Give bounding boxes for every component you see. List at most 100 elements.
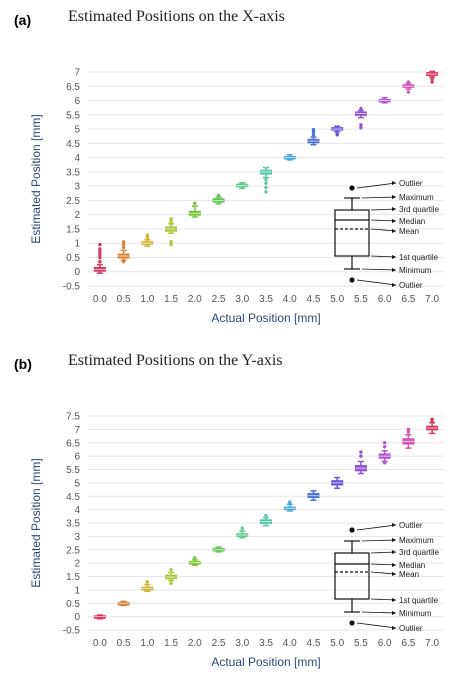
- outlier-point: [264, 190, 268, 194]
- box-plot-y-axis: -0.5 0 0.5 1 1.5 2 2.5 3 3.5 4 4.5 5 5.5 6 6.5 7 7.5 0.0 0…: [29, 412, 444, 669]
- outlier-point: [240, 526, 244, 531]
- legend-arrow: [361, 539, 397, 542]
- legend-arrow-head: [392, 283, 396, 287]
- outlier-point: [169, 217, 173, 221]
- outlier-point: [406, 90, 411, 94]
- legend-arrow: [361, 611, 397, 614]
- legend-label: Maximum: [399, 193, 434, 202]
- x-tick-label: 3.5: [259, 294, 273, 305]
- y-axis-label: Estimated Position [mm]: [29, 114, 43, 243]
- y-tick-label: 6.5: [66, 438, 80, 449]
- y-tick-label: 2: [74, 559, 80, 570]
- box-1.0: [141, 580, 154, 592]
- legend-arrow-head: [392, 219, 396, 223]
- outlier-point: [430, 77, 434, 81]
- y-tick-label: 7.5: [66, 412, 80, 423]
- legend-arrow-head: [392, 523, 396, 527]
- box-7.0: [426, 417, 439, 435]
- legend-outlier-dot: [349, 527, 355, 533]
- y-tick-label: 6.5: [66, 82, 80, 93]
- x-tick-label: 6.0: [378, 294, 392, 305]
- box-3.0: [236, 526, 249, 539]
- legend-box: [334, 209, 370, 257]
- outlier-point: [98, 250, 102, 254]
- x-tick-label: 0.5: [117, 638, 131, 649]
- box-1.5: [165, 568, 178, 585]
- outlier-point: [359, 123, 363, 127]
- box-4.0: [283, 500, 296, 512]
- panel-label: (a): [14, 12, 32, 28]
- panel-b: (b) Estimated Positions on the Y-axis -0…: [0, 344, 474, 688]
- x-tick-label: 2.0: [188, 294, 202, 305]
- legend-arrow: [370, 563, 397, 566]
- box-0.0: [93, 242, 106, 274]
- x-tick-label: 2.5: [212, 638, 226, 649]
- outlier-point: [359, 454, 363, 458]
- x-tick-label: 3.0: [235, 638, 249, 649]
- y-tick-label: 4: [74, 153, 80, 164]
- box-body: [93, 615, 106, 619]
- legend-outlier-dot: [349, 185, 355, 191]
- outlier-point: [264, 178, 268, 182]
- outlier-point: [169, 240, 173, 244]
- outlier-point: [121, 242, 126, 247]
- x-tick-label: 3.5: [259, 638, 273, 649]
- outlier-point: [359, 450, 363, 454]
- box-6.0: [378, 96, 391, 104]
- outlier-point: [430, 417, 434, 421]
- y-tick-label: 0: [74, 267, 80, 278]
- y-tick-label: 1: [74, 585, 80, 596]
- panel-a: (a) Estimated Positions on the X-axis -0…: [14, 8, 444, 325]
- legend-arrow-head: [392, 611, 396, 615]
- y-tick-label: 4.5: [66, 139, 80, 150]
- outlier-point: [169, 242, 173, 247]
- y-tick-label: 3: [74, 182, 80, 193]
- box-1.0: [141, 233, 154, 247]
- outlier-point: [98, 242, 102, 247]
- outlier-point: [335, 132, 339, 136]
- y-tick-label: -0.5: [63, 626, 81, 637]
- legend-box: [334, 552, 370, 600]
- legend-arrow: [370, 551, 397, 554]
- box-5.0: [331, 125, 344, 137]
- x-tick-label: 1.0: [140, 638, 154, 649]
- box-3.0: [236, 181, 249, 190]
- y-tick-label: -0.5: [63, 282, 81, 293]
- x-tick-label: 4.0: [283, 294, 297, 305]
- legend-arrow: [370, 208, 397, 211]
- x-tick-label: 7.0: [425, 294, 439, 305]
- y-tick-label: 5: [74, 478, 80, 489]
- panel-label: (b): [14, 356, 32, 372]
- legend-arrow: [361, 268, 397, 271]
- box-2.5: [212, 193, 225, 205]
- y-axis-label: Estimated Position [mm]: [29, 458, 43, 587]
- legend-arrow-head: [392, 268, 396, 272]
- y-tick-label: 5.5: [66, 110, 80, 121]
- legend-arrow-head: [392, 598, 396, 602]
- outlier-point: [311, 127, 316, 132]
- outlier-point: [121, 245, 126, 250]
- box-4.5: [307, 490, 320, 502]
- box-6.0: [378, 441, 391, 465]
- box-plot-x-axis: -0.5 0 0.5 1 1.5 2 2.5 3 3.5 4 4.5 5 5.5 6 6.5 7 0.0 0.5 1…: [29, 68, 444, 325]
- legend-arrow-head: [392, 207, 396, 211]
- outlier-point: [121, 260, 126, 264]
- outlier-point: [145, 233, 150, 237]
- chart-title: Estimated Positions on the Y-axis: [68, 352, 283, 369]
- box-3.5: [260, 166, 272, 194]
- outlier-point: [264, 181, 268, 185]
- legend-outlier-dot: [349, 277, 355, 283]
- outlier-point: [169, 568, 173, 572]
- y-tick-label: 3.5: [66, 519, 80, 530]
- x-tick-label: 4.5: [307, 294, 321, 305]
- outlier-point: [169, 581, 173, 585]
- legend-arrow-head: [392, 229, 396, 233]
- x-tick-label: 6.0: [378, 638, 392, 649]
- box-0.0: [93, 614, 106, 620]
- x-tick-label: 1.0: [140, 294, 154, 305]
- legend-label: Minimum: [399, 266, 432, 275]
- y-tick-label: 1.5: [66, 224, 80, 235]
- y-tick-label: 7: [74, 68, 80, 79]
- outlier-point: [359, 125, 363, 130]
